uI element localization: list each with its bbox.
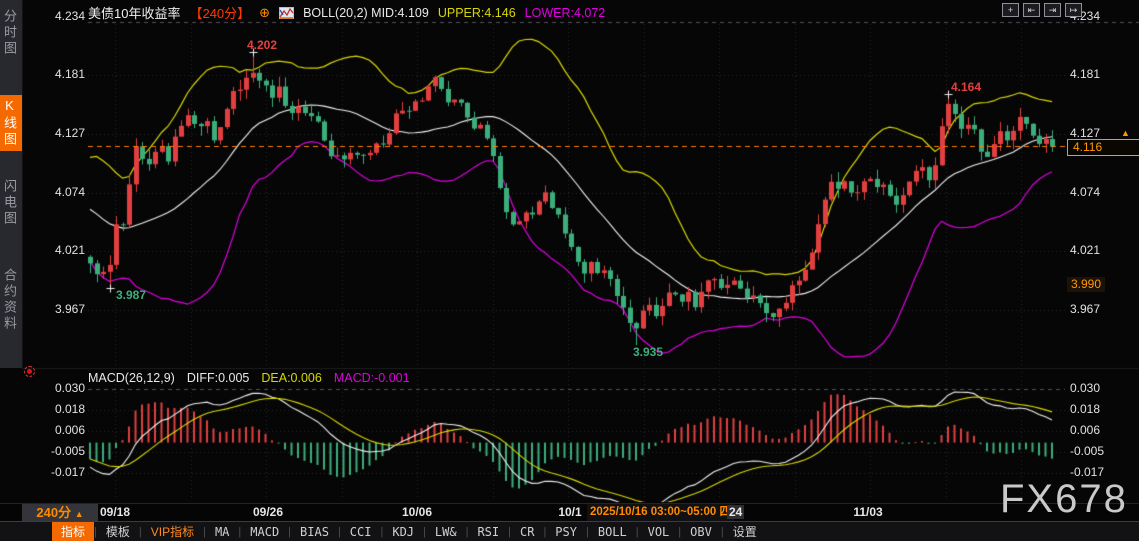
toolbar-item-8[interactable]: LW& (434, 524, 457, 539)
fit-right-icon[interactable]: ⇥ (1044, 3, 1061, 17)
macd-tick-right-2: 0.006 (1070, 423, 1101, 437)
indicator-chart-icon[interactable] (278, 6, 295, 19)
price-tick-right-3: 4.074 (1070, 185, 1101, 199)
price-tick-right-5: 3.967 (1070, 302, 1101, 316)
macd-tick-left-0: 0.030 (54, 381, 85, 395)
toolbar-item-12[interactable]: BOLL (597, 524, 627, 539)
toolbar-separator: | (203, 525, 206, 538)
toolbar-item-7[interactable]: KDJ (392, 524, 415, 539)
macd-tick-left-1: 0.018 (54, 402, 85, 416)
toolbar-separator: | (543, 525, 547, 538)
current-price-label: 4.116 (1067, 139, 1139, 156)
boll-readout: BOLL(20,2) MID:4.109 (303, 5, 429, 20)
toolbar-separator: | (94, 525, 97, 538)
macd-tick-left-4: -0.017 (50, 465, 85, 479)
toolbar-item-2[interactable]: VIP指标 (150, 525, 195, 539)
fit-left-icon[interactable]: ⇤ (1023, 3, 1040, 17)
toolbar-separator: | (138, 525, 142, 538)
time-label-4: 11/03 (853, 505, 883, 519)
toolbar-item-1[interactable]: 模板 (105, 525, 130, 539)
price-arrow-icon: ▲ (1121, 128, 1130, 138)
boll-lower-readout: LOWER:4.072 (524, 5, 606, 20)
toolbar-item-13[interactable]: VOL (647, 524, 670, 539)
toolbar-separator: | (635, 525, 639, 538)
toolbar-separator: | (720, 525, 724, 538)
sidebar: 分时图 K线图闪电图合约资料 (0, 0, 23, 368)
time-label-1: 09/26 (252, 505, 284, 519)
time-label-2: 10/06 (401, 505, 433, 519)
macd-diff-readout: DIFF:0.005 (186, 371, 250, 385)
macd-tick-left-2: 0.006 (54, 423, 85, 437)
extreme-label-low-1: 3.987 (115, 288, 147, 302)
chart-header: 美债10年收益率 【240分】 ⊕ BOLL(20,2) MID:4.109 U… (88, 3, 605, 22)
crosshair-time-tooltip: 2025/10/16 03:00~05:00 四 (587, 504, 734, 521)
toolbar-separator: | (508, 525, 511, 538)
macd-header: MACD(26,12,9) DIFF:0.005 DEA:0.006 MACD:… (88, 371, 410, 385)
extreme-label-high-0: 4.202 (246, 38, 278, 52)
toolbar-item-3[interactable]: MA (214, 524, 230, 539)
macd-dea-readout: DEA:0.006 (261, 371, 322, 385)
price-tick-left-0: 4.234 (54, 9, 85, 23)
time-axis-label-partial: 24 (727, 505, 745, 519)
toolbar-separator: | (465, 525, 469, 538)
toolbar-item-15[interactable]: 设置 (732, 525, 757, 539)
price-tick-left-4: 4.021 (54, 243, 85, 257)
sidebar-item-2[interactable]: 闪电图 (2, 179, 17, 227)
sidebar-item-0[interactable]: 分时图 (2, 9, 17, 57)
extreme-label-low-3: 3.935 (632, 345, 664, 359)
chevron-up-icon: ▲ (74, 509, 84, 519)
toolbar-item-4[interactable]: MACD (250, 524, 280, 539)
price-tick-right-1: 4.181 (1070, 67, 1101, 81)
macd-value-readout: MACD:-0.001 (333, 371, 410, 385)
macd-tick-right-1: 0.018 (1070, 402, 1101, 416)
macd-tick-right-0: 0.030 (1070, 381, 1101, 395)
indicator-toolbar: 指标 | 模板 | VIP指标 | MA | MACD | BIAS | CCI | KDJ | LW& | RSI… (0, 521, 1139, 541)
crosshair-tool-icon[interactable]: + (1002, 3, 1019, 17)
time-label-3: 10/1 (558, 505, 582, 519)
toolbar-item-9[interactable]: RSI (477, 524, 500, 539)
toolbar-separator: | (238, 525, 242, 538)
price-tick-left-3: 4.074 (54, 185, 85, 199)
price-tick-right-4: 4.021 (1070, 243, 1101, 257)
time-axis-row: 240分 ▲ 09/18 09/26 10/06 10/1 11/03 2025/10/… (0, 503, 1139, 522)
period-selector[interactable]: 240分 ▲ (22, 504, 98, 522)
toolbar-separator: | (585, 525, 589, 538)
macd-tick-left-3: -0.005 (50, 444, 85, 458)
period-tag: 【240分】 (189, 6, 251, 21)
toolbar-item-0[interactable]: 指标 (52, 522, 95, 541)
macd-name: MACD(26,12,9) (88, 371, 175, 385)
sidebar-item-1[interactable]: K线图 (0, 95, 22, 151)
macd-tick-right-4: -0.017 (1070, 465, 1105, 479)
period-selector-label: 240分 (36, 505, 72, 520)
instrument-title: 美债10年收益率 (88, 6, 181, 21)
window-tools: + ⇤ ⇥ ↦ (1002, 3, 1082, 17)
toolbar-separator: | (423, 525, 426, 538)
macd-tick-right-3: -0.005 (1070, 444, 1105, 458)
price-tick-left-2: 4.127 (54, 126, 85, 140)
price-tick-left-1: 4.181 (54, 67, 85, 81)
watermark: FX678 (1000, 477, 1128, 521)
toolbar-item-6[interactable]: CCI (349, 524, 372, 539)
toolbar-separator: | (678, 525, 682, 538)
add-indicator-icon[interactable]: ⊕ (259, 4, 271, 20)
pan-right-icon[interactable]: ↦ (1065, 3, 1082, 17)
boll-upper-readout: UPPER:4.146 (437, 5, 516, 20)
toolbar-item-14[interactable]: OBV (690, 524, 712, 539)
toolbar-item-10[interactable]: CR (519, 524, 535, 539)
live-indicator-icon (24, 366, 35, 377)
toolbar-separator: | (288, 525, 292, 538)
price-tick-left-5: 3.967 (54, 302, 85, 316)
extreme-label-high-2: 4.164 (950, 80, 982, 94)
price-tick-right-2: 4.127 (1070, 126, 1101, 140)
toolbar-separator: | (337, 525, 341, 538)
time-label-0: 09/18 (99, 505, 131, 519)
sidebar-item-3[interactable]: 合约资料 (2, 268, 17, 332)
toolbar-separator: | (380, 525, 384, 538)
toolbar-item-5[interactable]: BIAS (300, 524, 329, 539)
prev-close-label: 3.990 (1067, 277, 1106, 292)
toolbar-item-11[interactable]: PSY (555, 524, 577, 539)
